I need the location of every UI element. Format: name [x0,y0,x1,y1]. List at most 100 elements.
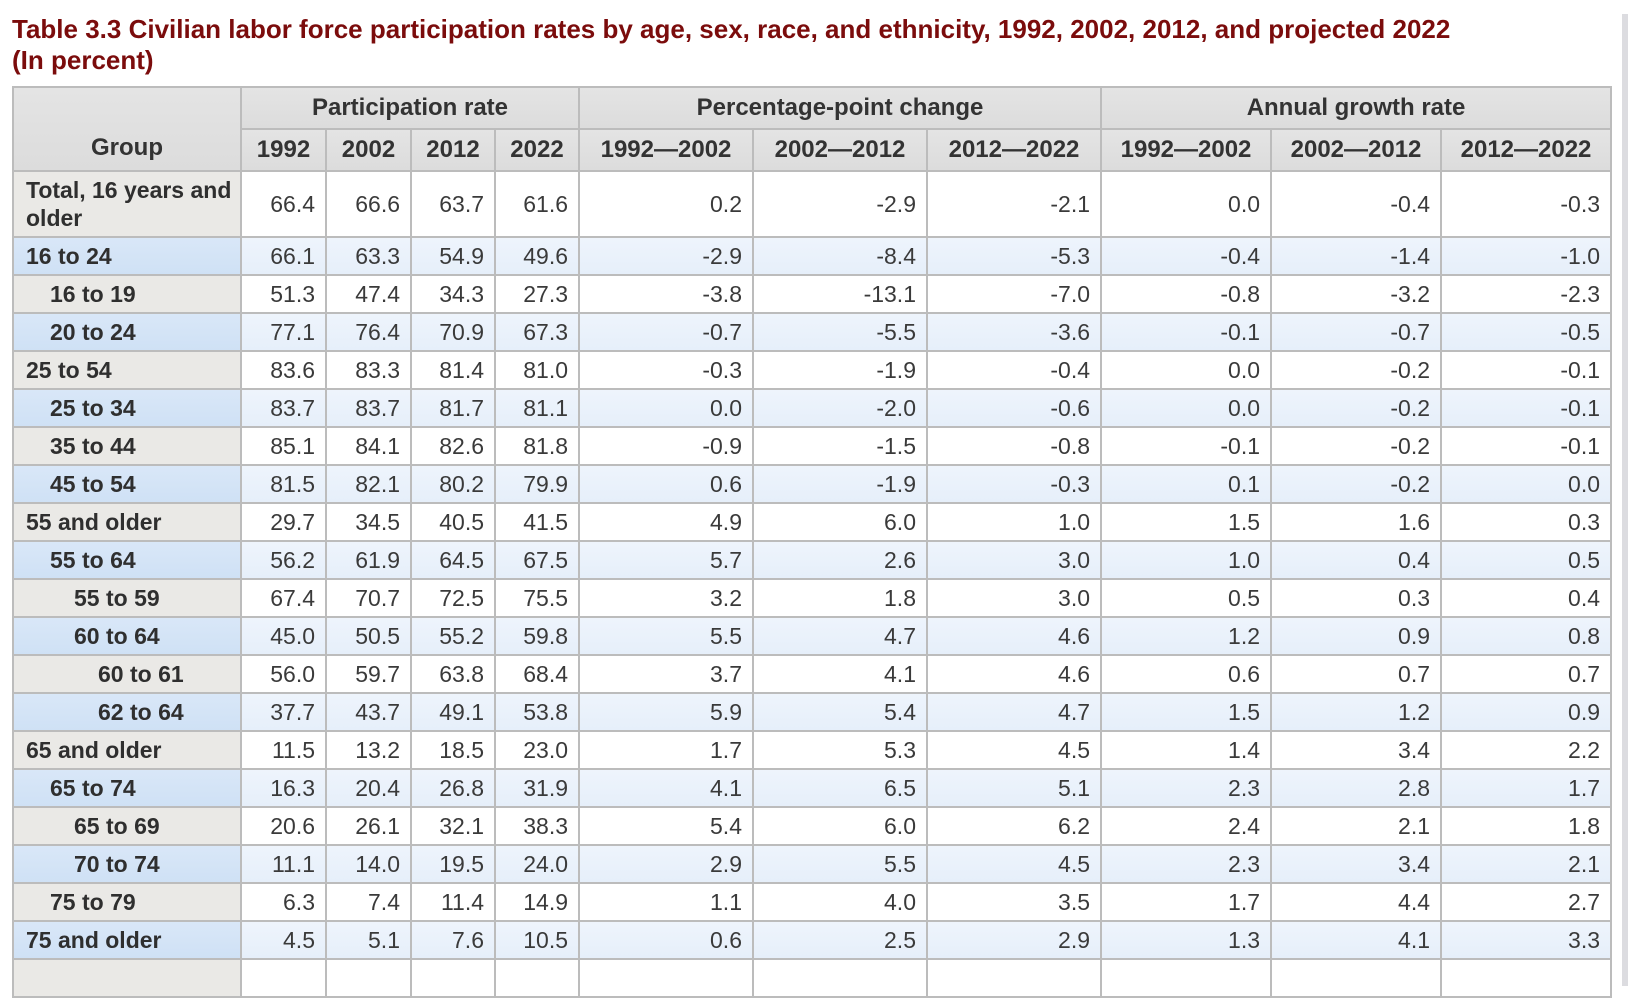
value-cell: 59.7 [325,654,412,694]
column-header-cell: 2002—2012 [752,128,928,172]
value-cell: 2.1 [1270,806,1443,846]
value-cell: -3.2 [1270,274,1443,314]
value-cell: 5.5 [752,844,928,884]
value-cell: -13.1 [752,274,928,314]
value-cell: 3.4 [1270,844,1443,884]
value-cell: 81.7 [410,388,496,428]
value-cell: 38.3 [494,806,580,846]
value-cell: 83.7 [325,388,412,428]
table-row [12,958,1613,998]
table-row: 65 and older 11.5 13.2 18.5 23.0 1.7 5.3 4.5 1.4… [12,730,1613,770]
value-cell: 2.7 [1440,882,1613,922]
value-cell: 4.4 [1270,882,1443,922]
value-cell: -1.4 [1270,236,1443,276]
value-cell: 1.2 [1100,616,1273,656]
value-cell: 11.4 [410,882,496,922]
value-cell: 1.7 [578,730,754,770]
value-cell: 2.6 [752,540,928,580]
value-cell: 59.8 [494,616,580,656]
value-cell: 75.5 [494,578,580,618]
value-cell: -0.2 [1270,464,1443,504]
value-cell: 1.5 [1100,692,1273,732]
value-cell: 4.1 [578,768,754,808]
table-row: 70 to 74 11.1 14.0 19.5 24.0 2.9 5.5 4.5 2.3 3.4 2… [12,844,1613,884]
row-label-cell: 25 to 54 [12,350,242,390]
value-cell: 0.9 [1440,692,1613,732]
value-cell: 81.4 [410,350,496,390]
value-cell: 0.0 [578,388,754,428]
value-cell: -2.3 [1440,274,1613,314]
table-row: 65 to 69 20.6 26.1 32.1 38.3 5.4 6.0 6.2 2.4 2.1 1… [12,806,1613,846]
value-cell: 32.1 [410,806,496,846]
value-cell: 1.1 [578,882,754,922]
value-cell [410,958,496,998]
value-cell: 63.8 [410,654,496,694]
value-cell: 14.0 [325,844,412,884]
row-label-cell: 75 and older [12,920,242,960]
value-cell: 43.7 [325,692,412,732]
value-cell: 6.5 [752,768,928,808]
value-cell: 6.3 [240,882,327,922]
value-cell: 2.3 [1100,768,1273,808]
value-cell: 66.6 [325,170,412,238]
value-cell: 51.3 [240,274,327,314]
value-cell: 37.7 [240,692,327,732]
table-row: 25 to 54 83.6 83.3 81.4 81.0 -0.3 -1.9 -0.4 0.0-… [12,350,1613,390]
value-cell: 23.0 [494,730,580,770]
value-cell: -3.6 [925,312,1103,352]
value-cell: 0.5 [1100,578,1273,618]
value-cell: 80.2 [410,464,496,504]
value-cell: 67.4 [240,578,327,618]
value-cell: 0.0 [1100,170,1273,238]
value-cell: 56.0 [240,654,327,694]
value-cell: 34.3 [410,274,496,314]
value-cell: -0.9 [578,426,754,466]
value-cell: 7.6 [410,920,496,960]
value-cell: 11.1 [240,844,327,884]
value-cell: 5.7 [578,540,754,580]
value-cell: 13.2 [325,730,412,770]
column-header-cell: 1992—2002 [1100,128,1273,172]
labor-force-participation-table: Group Participation rate Percentage-poin… [12,86,1613,998]
value-cell: -0.2 [1270,388,1443,428]
value-cell: 45.0 [240,616,327,656]
value-cell: -0.7 [1270,312,1443,352]
value-cell: 1.6 [1270,502,1443,542]
value-cell: 0.5 [1440,540,1613,580]
value-cell: -0.1 [1440,388,1613,428]
value-cell: 56.2 [240,540,327,580]
value-cell: 55.2 [410,616,496,656]
value-cell: 47.4 [325,274,412,314]
value-cell: 1.8 [752,578,928,618]
value-cell: 4.7 [752,616,928,656]
value-cell: 81.5 [240,464,327,504]
table-row: 75 and older 4.5 5.1 7.6 10.5 0.6 2.5 2.9 1.3 4.1… [12,920,1613,960]
scrollbar-track[interactable] [1622,14,1628,986]
value-cell: 77.1 [240,312,327,352]
value-cell: 5.5 [578,616,754,656]
value-cell: -2.1 [925,170,1103,238]
value-cell: 2.3 [1100,844,1273,884]
row-label-cell: 55 and older [12,502,242,542]
value-cell: -5.3 [925,236,1103,276]
value-cell: -2.9 [578,236,754,276]
value-cell: 3.3 [1440,920,1613,960]
value-cell: 1.3 [1100,920,1273,960]
header-participation-rate: Participation rate [240,86,580,130]
value-cell: 40.5 [410,502,496,542]
value-cell: 67.5 [494,540,580,580]
value-cell: 61.6 [494,170,580,238]
column-header-cell: 2012 [410,128,496,172]
value-cell: 83.3 [325,350,412,390]
column-header-cell: 2002 [325,128,412,172]
value-cell: -0.7 [578,312,754,352]
value-cell: 3.2 [578,578,754,618]
value-cell: -0.3 [578,350,754,390]
value-cell: 4.1 [752,654,928,694]
header-group: Group [12,86,242,172]
value-cell: 0.2 [578,170,754,238]
value-cell: 1.7 [1100,882,1273,922]
value-cell: 79.9 [494,464,580,504]
value-cell: -7.0 [925,274,1103,314]
value-cell: 1.0 [1100,540,1273,580]
